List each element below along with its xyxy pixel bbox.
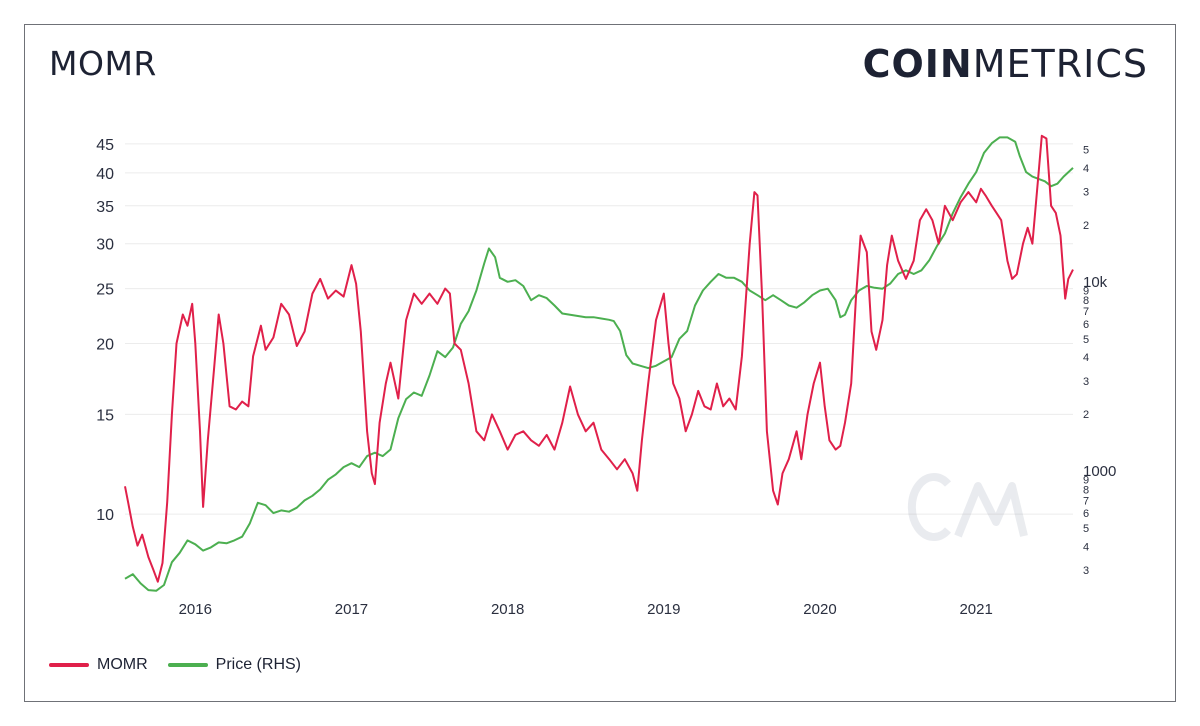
cm-watermark-icon — [907, 473, 1028, 541]
coinmetrics-logo: COINMETRICS — [863, 42, 1148, 86]
right-tick-label: 10k — [1083, 274, 1108, 291]
left-axis: 10 15 20 25 30 35 40 45 — [96, 137, 114, 524]
left-tick-label: 20 — [96, 337, 114, 354]
legend: MOMR Price (RHS) — [49, 656, 321, 674]
x-tick-label: 2017 — [335, 601, 368, 618]
right-tick-label: 5 — [1083, 145, 1089, 157]
left-tick-label: 15 — [96, 407, 114, 424]
x-tick-label: 2021 — [959, 601, 992, 618]
right-tick-label: 8 — [1083, 295, 1089, 307]
logo-light-text: METRICS — [972, 42, 1148, 86]
right-tick-label: 7 — [1083, 306, 1089, 318]
logo-bold-text: COIN — [862, 42, 973, 86]
right-tick-label: 7 — [1083, 495, 1089, 507]
right-tick-label: 5 — [1083, 523, 1089, 535]
x-tick-label: 2018 — [491, 601, 524, 618]
grid-lines — [125, 143, 1073, 515]
x-tick-label: 2020 — [803, 601, 836, 618]
right-tick-label: 4 — [1083, 163, 1089, 175]
right-tick-label: 5 — [1083, 334, 1089, 346]
legend-swatch-momr — [49, 663, 89, 667]
right-tick-label: 2 — [1083, 409, 1089, 421]
right-tick-label: 9 — [1083, 475, 1089, 487]
right-tick-label: 2 — [1083, 220, 1089, 232]
left-tick-label: 35 — [96, 199, 114, 216]
series-line-price — [124, 136, 1074, 592]
right-tick-label: 6 — [1083, 508, 1089, 520]
series-line-momr — [124, 134, 1074, 583]
right-tick-label: 3 — [1083, 565, 1089, 577]
right-tick-label: 8 — [1083, 484, 1089, 496]
right-tick-label: 3 — [1083, 376, 1089, 388]
left-tick-label: 10 — [96, 507, 114, 524]
legend-label-momr: MOMR — [97, 656, 148, 673]
x-tick-label: 2016 — [179, 601, 212, 618]
legend-item-price[interactable]: Price (RHS) — [167, 656, 301, 674]
legend-label-price: Price (RHS) — [215, 656, 301, 673]
series-layer — [124, 134, 1074, 592]
x-axis: 2016 2017 2018 2019 2020 2021 — [179, 601, 993, 618]
right-tick-label: 4 — [1083, 352, 1089, 364]
right-tick-label: 4 — [1083, 541, 1089, 553]
left-tick-label: 30 — [96, 237, 114, 254]
right-tick-label: 3 — [1083, 187, 1089, 199]
left-tick-label: 45 — [96, 137, 114, 154]
x-tick-label: 2019 — [647, 601, 680, 618]
left-tick-label: 40 — [96, 166, 114, 183]
chart-title: MOMR — [49, 44, 157, 83]
legend-item-momr[interactable]: MOMR — [49, 656, 148, 674]
right-tick-label: 9 — [1083, 285, 1089, 297]
left-tick-label: 25 — [96, 282, 114, 299]
legend-swatch-price — [167, 663, 208, 667]
right-tick-label: 6 — [1083, 319, 1089, 331]
chart-frame — [24, 24, 1176, 702]
right-tick-label: 1000 — [1083, 463, 1116, 480]
